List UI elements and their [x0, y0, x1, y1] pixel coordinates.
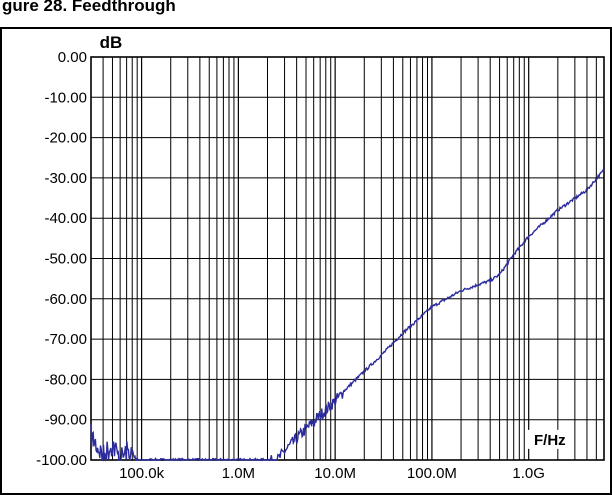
y-tick-label: -100.00: [36, 452, 87, 469]
y-tick-label: 0.00: [58, 49, 87, 66]
x-tick-label: 10.0M: [314, 465, 356, 482]
y-tick-label: -70.00: [44, 331, 87, 348]
y-tick-label: -10.00: [44, 89, 87, 106]
chart-frame: [0, 27, 612, 495]
figure-caption: gure 28. Feedthrough: [2, 0, 176, 15]
x-axis-label-box: [527, 429, 572, 449]
x-tick-label: 100.0M: [407, 465, 457, 482]
x-tick-label: 1.0M: [222, 465, 255, 482]
y-axis-label: dB: [100, 33, 123, 52]
x-tick-label: 100.0k: [119, 465, 165, 482]
x-tick-label: 1.0G: [512, 465, 545, 482]
x-axis-label: F/Hz: [534, 432, 566, 449]
plot-area: [90, 56, 605, 461]
y-tick-label: -50.00: [44, 251, 87, 268]
y-tick-label: -80.00: [44, 371, 87, 388]
y-tick-label: -20.00: [44, 130, 87, 147]
y-tick-label: -60.00: [44, 291, 87, 308]
y-tick-label: -90.00: [44, 412, 87, 429]
series-line: [90, 168, 605, 462]
y-tick-label: -40.00: [44, 210, 87, 227]
y-tick-label: -30.00: [44, 170, 87, 187]
